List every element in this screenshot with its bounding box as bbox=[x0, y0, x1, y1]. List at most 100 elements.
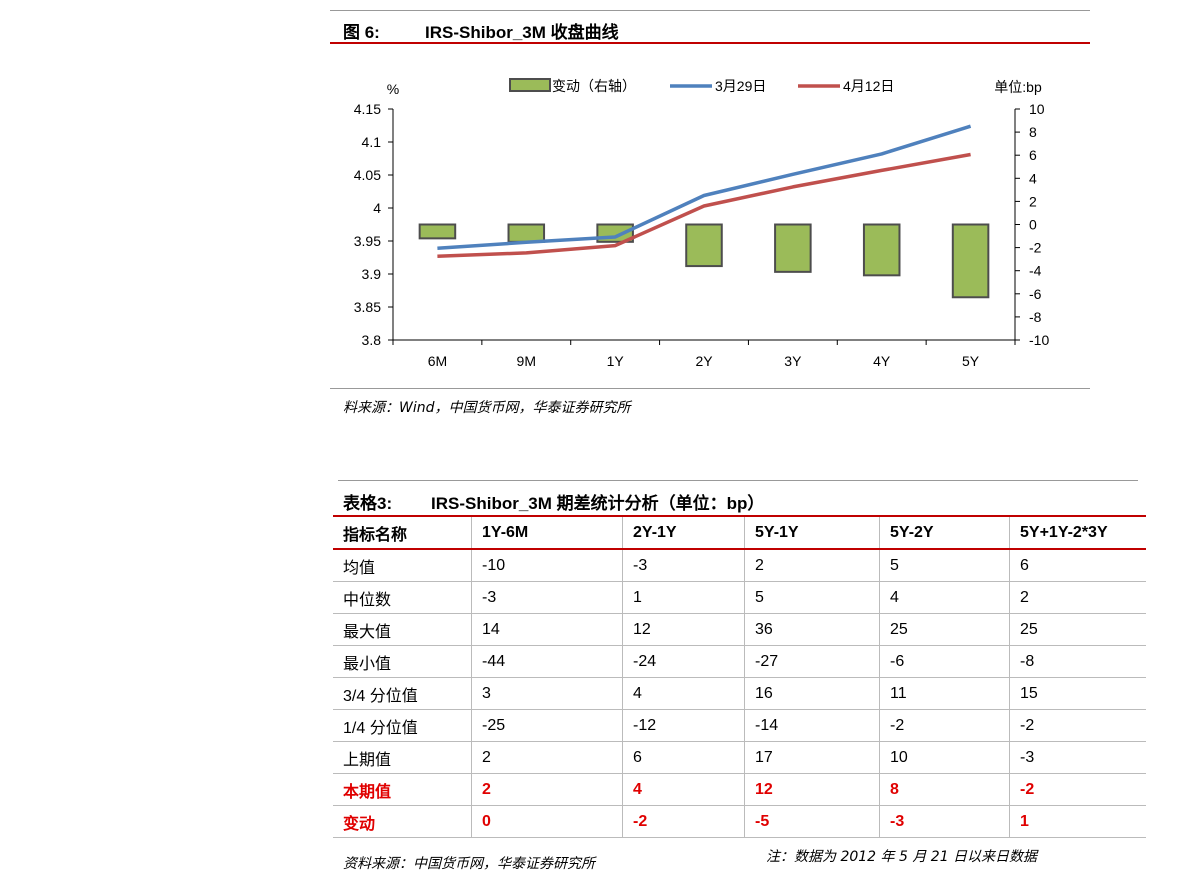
table-cell: 2 bbox=[471, 773, 623, 806]
left-tick-label: 3.9 bbox=[362, 266, 382, 282]
legend-label: 4月12日 bbox=[843, 78, 894, 94]
figure-number: 图 6: bbox=[343, 23, 380, 42]
bar bbox=[507, 223, 546, 243]
figure-title-text: IRS-Shibor_3M 收盘曲线 bbox=[425, 23, 619, 42]
table-row: 均值 -10 -3 2 5 6 bbox=[333, 549, 1146, 582]
bar bbox=[862, 223, 901, 277]
table-cell: -2 bbox=[1009, 773, 1146, 806]
x-tick-label: 5Y bbox=[962, 353, 980, 369]
left-tick-label: 3.8 bbox=[362, 332, 382, 348]
table-cell: -2 bbox=[622, 805, 745, 838]
row-label: 3/4 分位值 bbox=[333, 677, 472, 710]
left-tick-label: 3.95 bbox=[354, 233, 381, 249]
series-line bbox=[437, 152, 971, 258]
x-tick-label: 4Y bbox=[873, 353, 891, 369]
row-label: 最大值 bbox=[333, 613, 472, 646]
row-label: 均值 bbox=[333, 549, 472, 582]
header-cell: 5Y-1Y bbox=[744, 515, 880, 550]
x-tick-label: 3Y bbox=[784, 353, 802, 369]
table-cell: -14 bbox=[744, 709, 880, 742]
table-cell: 2 bbox=[471, 741, 623, 774]
figure-source: 料来源：Wind，中国货币网，华泰证券研究所 bbox=[343, 400, 631, 416]
row-label: 上期值 bbox=[333, 741, 472, 774]
figure-title-rule bbox=[330, 42, 1090, 44]
right-tick-label: -2 bbox=[1029, 240, 1042, 256]
right-tick-label: 10 bbox=[1029, 101, 1045, 117]
header-cell: 5Y-2Y bbox=[879, 515, 1010, 550]
bar bbox=[418, 223, 457, 240]
header-cell: 5Y+1Y-2*3Y bbox=[1009, 515, 1146, 550]
table-cell: 0 bbox=[471, 805, 623, 838]
table-cell: -2 bbox=[879, 709, 1010, 742]
left-tick-label: 4.15 bbox=[354, 101, 381, 117]
table-cell: -6 bbox=[879, 645, 1010, 678]
table-note: 注：数据为 2012 年 5 月 21 日以来日数据 bbox=[766, 849, 1038, 865]
table-cell: -27 bbox=[744, 645, 880, 678]
table-title: 表格3: IRS-Shibor_3M 期差统计分析（单位：bp） bbox=[343, 489, 764, 514]
legend-label: 3月29日 bbox=[715, 78, 766, 94]
right-tick-label: -6 bbox=[1029, 286, 1042, 302]
table-cell: 16 bbox=[744, 677, 880, 710]
table-cell: -3 bbox=[622, 549, 745, 582]
row-label: 本期值 bbox=[333, 773, 472, 806]
x-tick-label: 6M bbox=[428, 353, 447, 369]
figure-bottom-rule bbox=[330, 388, 1090, 389]
table-cell: -3 bbox=[471, 581, 623, 614]
right-tick-label: -8 bbox=[1029, 309, 1042, 325]
table-cell: 6 bbox=[1009, 549, 1146, 582]
right-tick-label: -4 bbox=[1029, 263, 1042, 279]
table-header-row: 指标名称 1Y-6M 2Y-1Y 5Y-1Y 5Y-2Y 5Y+1Y-2*3Y bbox=[333, 515, 1146, 550]
table-body: 均值 -10 -3 2 5 6 中位数 -3 1 5 4 2 最大值 14 12 36 25 25 最小值 -44 -2… bbox=[333, 549, 1146, 838]
header-cell: 1Y-6M bbox=[471, 515, 623, 550]
table-cell: 4 bbox=[622, 677, 745, 710]
table-cell: 36 bbox=[744, 613, 880, 646]
table-cell: 14 bbox=[471, 613, 623, 646]
right-tick-label: 2 bbox=[1029, 193, 1037, 209]
bar bbox=[685, 223, 723, 268]
table-row: 上期值 2 6 17 10 -3 bbox=[333, 741, 1146, 774]
table-cell: -3 bbox=[879, 805, 1010, 838]
right-unit-label: 单位:bp bbox=[994, 79, 1042, 95]
table-top-rule bbox=[338, 480, 1138, 481]
table-cell: -25 bbox=[471, 709, 623, 742]
right-tick-label: 8 bbox=[1029, 124, 1037, 140]
table-row: 3/4 分位值 3 4 16 11 15 bbox=[333, 677, 1146, 710]
row-label: 1/4 分位值 bbox=[333, 709, 472, 742]
right-tick-label: 4 bbox=[1029, 170, 1037, 186]
table-number: 表格3: bbox=[343, 494, 393, 513]
left-tick-label: 4.05 bbox=[354, 167, 381, 183]
plot-area: 4.15 4.1 4.05 4 3.95 3.9 3.85 3.8 10 8 6 4 2 0 -2 -4 -6 -… bbox=[354, 78, 1049, 369]
table-cell: 4 bbox=[622, 773, 745, 806]
table-cell: 12 bbox=[622, 613, 745, 646]
table-cell: -24 bbox=[622, 645, 745, 678]
table-cell: -8 bbox=[1009, 645, 1146, 678]
legend-label: 变动（右轴） bbox=[552, 78, 636, 94]
bar bbox=[951, 223, 990, 299]
right-tick-label: -10 bbox=[1029, 332, 1049, 348]
table-row: 本期值 2 4 12 8 -2 bbox=[333, 773, 1146, 806]
table-cell: 5 bbox=[744, 581, 880, 614]
irs-curve-chart: 4.15 4.1 4.05 4 3.95 3.9 3.85 3.8 10 8 6 4 2 0 -2 -4 -6 -… bbox=[354, 78, 1049, 369]
left-tick-label: 4.1 bbox=[362, 134, 382, 150]
series-line bbox=[437, 124, 972, 251]
row-label: 最小值 bbox=[333, 645, 472, 678]
table-cell: 4 bbox=[879, 581, 1010, 614]
table-cell: 2 bbox=[744, 549, 880, 582]
x-tick-label: 1Y bbox=[607, 353, 625, 369]
table-row: 中位数 -3 1 5 4 2 bbox=[333, 581, 1146, 614]
table-cell: 25 bbox=[879, 613, 1010, 646]
row-label: 变动 bbox=[333, 805, 472, 838]
table-row: 变动 0 -2 -5 -3 1 bbox=[333, 805, 1146, 838]
left-tick-label: 4 bbox=[373, 200, 381, 216]
table-cell: 8 bbox=[879, 773, 1010, 806]
table-cell: -2 bbox=[1009, 709, 1146, 742]
row-label: 中位数 bbox=[333, 581, 472, 614]
table-cell: 15 bbox=[1009, 677, 1146, 710]
legend-swatch-bar bbox=[509, 78, 551, 92]
header-cell: 指标名称 bbox=[333, 515, 472, 550]
table-cell: 1 bbox=[1009, 805, 1146, 838]
table-cell: 1 bbox=[622, 581, 745, 614]
table-cell: 12 bbox=[744, 773, 880, 806]
table-cell: -10 bbox=[471, 549, 623, 582]
table-cell: -12 bbox=[622, 709, 745, 742]
